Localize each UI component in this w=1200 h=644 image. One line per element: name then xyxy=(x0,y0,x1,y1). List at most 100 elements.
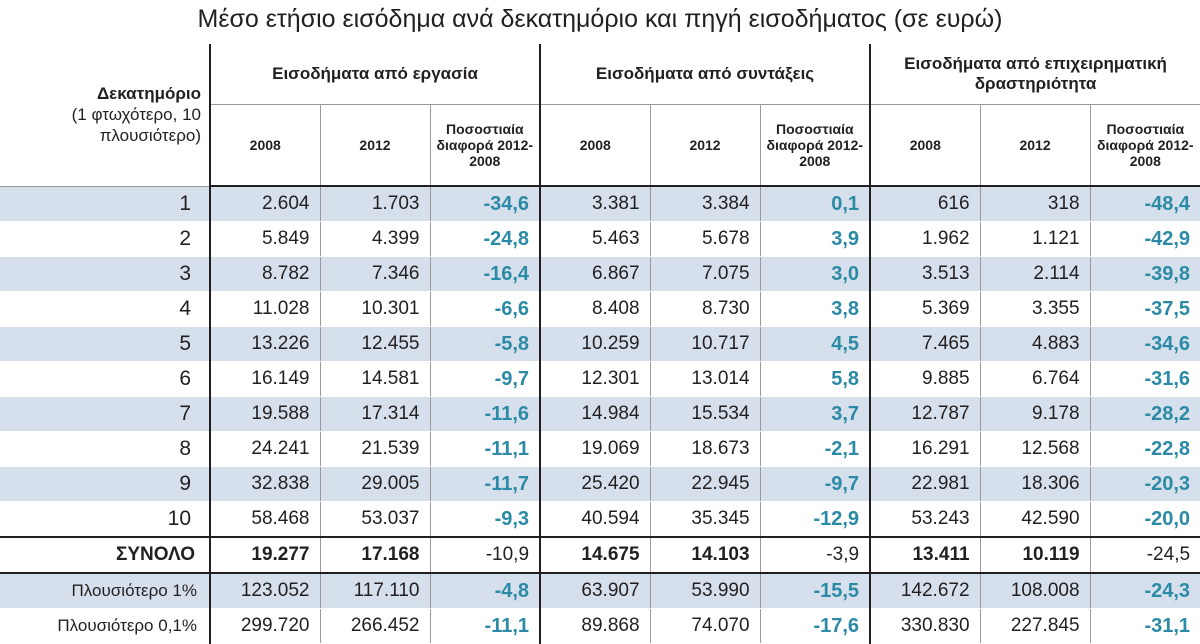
table-row-total: ΣΥΝΟΛΟ 19.277 17.168 -10,9 14.675 14.103 -3,9 1… xyxy=(0,536,1200,574)
cell-business-pct: -31,6 xyxy=(1089,361,1200,397)
cell-pensions-2012: 10.717 xyxy=(649,326,761,362)
col-pensions-2012: 2012 xyxy=(649,104,761,187)
cell-business-2012: 10.119 xyxy=(979,536,1091,574)
cell-business-2012: 42.590 xyxy=(979,501,1091,538)
cell-decile: 4 xyxy=(0,291,210,327)
cell-work-2008: 24.241 xyxy=(209,431,320,467)
cell-pensions-pct: 0,1 xyxy=(759,186,871,222)
cell-decile: 10 xyxy=(0,501,210,538)
cell-pensions-2008: 25.420 xyxy=(539,466,651,502)
cell-business-2008: 16.291 xyxy=(869,431,981,467)
cell-business-2012: 18.306 xyxy=(979,466,1091,502)
table-row-top-2: Πλουσιότερο 0,1% 299.720 266.452 -11,1 89.86… xyxy=(0,608,1200,644)
col-pensions-2008: 2008 xyxy=(539,104,651,187)
cell-business-pct: -28,2 xyxy=(1089,396,1200,432)
cell-decile: 5 xyxy=(0,326,210,362)
cell-pensions-pct: -17,6 xyxy=(759,608,871,644)
cell-work-2008: 13.226 xyxy=(209,326,320,362)
cell-business-2008: 616 xyxy=(869,186,981,222)
cell-pensions-pct: 4,5 xyxy=(759,326,871,362)
cell-business-2012: 3.355 xyxy=(979,291,1091,327)
cell-business-2012: 4.883 xyxy=(979,326,1091,362)
table-row-decile-5: 5 13.226 12.455 -5,8 10.259 10.717 4,5 7.465 4.8… xyxy=(0,326,1200,362)
decile-header: Δεκατημόριο (1 φτωχότερο, 10 πλουσιότερο… xyxy=(0,44,210,187)
cell-work-2008: 16.149 xyxy=(209,361,320,397)
cell-pensions-2008: 3.381 xyxy=(539,186,651,222)
cell-business-2008: 22.981 xyxy=(869,466,981,502)
cell-business-2012: 227.845 xyxy=(979,608,1091,644)
cell-decile: Πλουσιότερο 1% xyxy=(0,573,210,609)
cell-pensions-pct: -12,9 xyxy=(759,501,871,538)
cell-work-pct: -11,1 xyxy=(429,431,541,467)
cell-work-pct: -9,7 xyxy=(429,361,541,397)
table-row-decile-3: 3 8.782 7.346 -16,4 6.867 7.075 3,0 3.513 2.114-… xyxy=(0,256,1200,292)
cell-decile: 9 xyxy=(0,466,210,502)
cell-work-pct: -6,6 xyxy=(429,291,541,327)
cell-pensions-2012: 15.534 xyxy=(649,396,761,432)
cell-business-2008: 330.830 xyxy=(869,608,981,644)
cell-work-2008: 58.468 xyxy=(209,501,320,538)
cell-business-pct: -39,8 xyxy=(1089,256,1200,292)
cell-decile: 8 xyxy=(0,431,210,467)
cell-pensions-2012: 3.384 xyxy=(649,186,761,222)
cell-work-2012: 29.005 xyxy=(319,466,430,502)
cell-pensions-2012: 74.070 xyxy=(649,608,761,644)
table-row-decile-7: 7 19.588 17.314 -11,6 14.984 15.534 3,7 12.787 9… xyxy=(0,396,1200,432)
table-row-decile-2: 2 5.849 4.399 -24,8 5.463 5.678 3,9 1.962 1.121-… xyxy=(0,221,1200,257)
cell-business-pct: -34,6 xyxy=(1089,326,1200,362)
cell-pensions-pct: -9,7 xyxy=(759,466,871,502)
cell-work-2008: 11.028 xyxy=(209,291,320,327)
cell-pensions-2008: 14.675 xyxy=(539,536,651,574)
cell-work-pct: -16,4 xyxy=(429,256,541,292)
cell-pensions-2008: 12.301 xyxy=(539,361,651,397)
cell-business-2012: 9.178 xyxy=(979,396,1091,432)
col-pensions-pct: Ποσοστιαία διαφορά 2012-2008 xyxy=(759,104,871,187)
cell-business-2008: 9.885 xyxy=(869,361,981,397)
cell-work-2008: 2.604 xyxy=(209,186,320,222)
cell-pensions-2012: 35.345 xyxy=(649,501,761,538)
cell-decile: 2 xyxy=(0,221,210,257)
cell-work-pct: -5,8 xyxy=(429,326,541,362)
cell-work-2012: 4.399 xyxy=(319,221,430,257)
cell-business-pct: -22,8 xyxy=(1089,431,1200,467)
cell-business-2012: 2.114 xyxy=(979,256,1091,292)
col-work-2012: 2012 xyxy=(319,104,430,187)
income-table: Δεκατημόριο (1 φτωχότερο, 10 πλουσιότερο… xyxy=(0,44,1200,644)
cell-pensions-2008: 89.868 xyxy=(539,608,651,644)
cell-work-pct: -11,1 xyxy=(429,608,541,644)
cell-work-pct: -24,8 xyxy=(429,221,541,257)
cell-business-2008: 53.243 xyxy=(869,501,981,538)
cell-work-2012: 53.037 xyxy=(319,501,430,538)
decile-header-title: Δεκατημόριο xyxy=(96,84,201,104)
cell-pensions-2008: 14.984 xyxy=(539,396,651,432)
decile-header-note: (1 φτωχότερο, 10 πλουσιότερο) xyxy=(71,105,201,146)
cell-work-pct: -34,6 xyxy=(429,186,541,222)
cell-work-2012: 21.539 xyxy=(319,431,430,467)
cell-business-2012: 318 xyxy=(979,186,1091,222)
table-row-decile-6: 6 16.149 14.581 -9,7 12.301 13.014 5,8 9.885 6.7… xyxy=(0,361,1200,397)
income-table-container: Δεκατημόριο (1 φτωχότερο, 10 πλουσιότερο… xyxy=(0,44,1200,644)
cell-pensions-pct: 3,7 xyxy=(759,396,871,432)
cell-business-pct: -20,0 xyxy=(1089,501,1200,538)
table-row-decile-4: 4 11.028 10.301 -6,6 8.408 8.730 3,8 5.369 3.355… xyxy=(0,291,1200,327)
cell-work-2012: 17.314 xyxy=(319,396,430,432)
cell-pensions-2008: 6.867 xyxy=(539,256,651,292)
table-row-decile-8: 8 24.241 21.539 -11,1 19.069 18.673 -2,1 16.291… xyxy=(0,431,1200,467)
cell-pensions-2012: 5.678 xyxy=(649,221,761,257)
cell-business-2008: 5.369 xyxy=(869,291,981,327)
col-work-pct: Ποσοστιαία διαφορά 2012-2008 xyxy=(429,104,541,187)
cell-work-2008: 19.588 xyxy=(209,396,320,432)
cell-work-2008: 123.052 xyxy=(209,573,320,609)
cell-work-2012: 14.581 xyxy=(319,361,430,397)
cell-pensions-2012: 18.673 xyxy=(649,431,761,467)
cell-pensions-2012: 53.990 xyxy=(649,573,761,609)
cell-work-2008: 19.277 xyxy=(209,536,320,574)
cell-business-pct: -37,5 xyxy=(1089,291,1200,327)
cell-work-pct: -10,9 xyxy=(429,536,541,574)
table-row-decile-1: 1 2.604 1.703 -34,6 3.381 3.384 0,1 616 318 -48,4 xyxy=(0,186,1200,222)
cell-business-2008: 3.513 xyxy=(869,256,981,292)
cell-business-2012: 6.764 xyxy=(979,361,1091,397)
col-business-2008: 2008 xyxy=(869,104,981,187)
cell-work-2008: 299.720 xyxy=(209,608,320,644)
col-business-2012: 2012 xyxy=(979,104,1091,187)
